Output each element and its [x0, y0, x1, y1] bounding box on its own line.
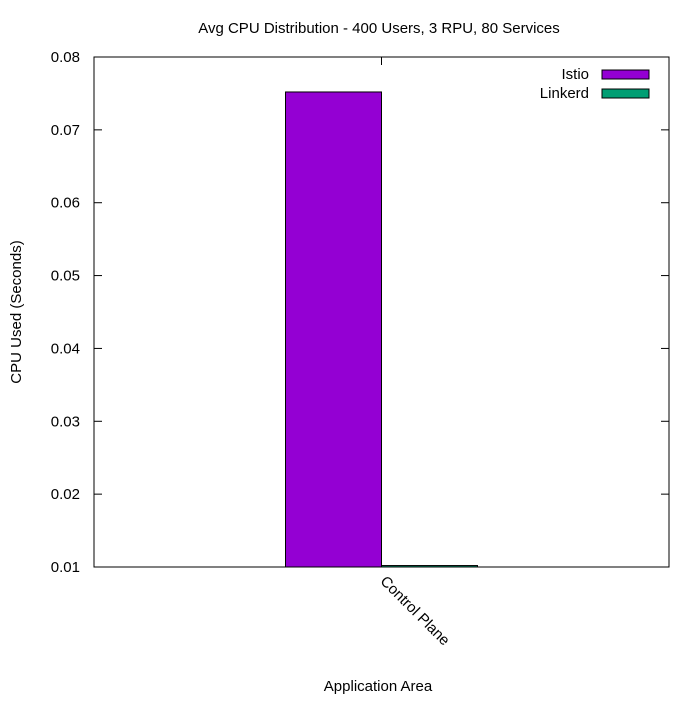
y-tick-label: 0.06: [51, 195, 80, 212]
legend-label-istio: Istio: [561, 66, 589, 83]
plot-frame: [93, 56, 670, 568]
y-tick-label: 0.08: [51, 49, 80, 66]
bar-istio: [285, 91, 382, 568]
legend-label-linkerd: Linkerd: [540, 85, 589, 102]
x-axis-label: Application Area: [324, 678, 433, 695]
legend-swatch-linkerd: [601, 88, 650, 99]
chart-title: Avg CPU Distribution - 400 Users, 3 RPU,…: [198, 20, 560, 37]
legend-swatch-istio: [601, 69, 650, 80]
y-axis-label: CPU Used (Seconds): [8, 240, 25, 383]
x-tick-label: Control Plane: [377, 573, 453, 649]
y-tick-label: 0.02: [51, 486, 80, 503]
legend: Istio Linkerd: [540, 66, 650, 102]
bars-layer: [285, 91, 478, 568]
y-tick-label: 0.01: [51, 559, 80, 576]
y-tick-label: 0.05: [51, 268, 80, 285]
y-tick-label: 0.03: [51, 413, 80, 430]
y-tick-label: 0.04: [51, 340, 80, 357]
y-tick-label: 0.07: [51, 122, 80, 139]
